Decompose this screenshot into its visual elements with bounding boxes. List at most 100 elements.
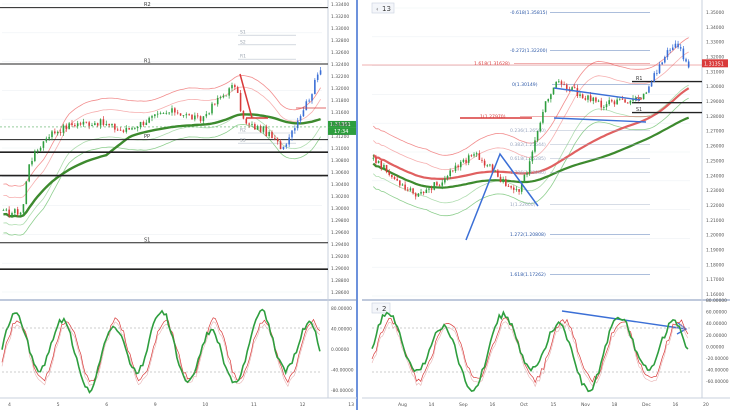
left-candle [239,92,242,111]
right-candle [481,159,483,161]
left-candle [65,125,68,130]
right-price-axis-label: 1.20000 [706,233,724,239]
right-candle [573,87,576,89]
left-candle [76,123,79,127]
left-candle [54,131,56,134]
left-candle [8,209,10,216]
right-candle [626,102,629,104]
left-candle [245,118,248,124]
left-lower-band [3,124,321,236]
right-channel-lines [553,87,647,123]
right-price-axis-label: 1.22000 [706,203,724,209]
right-price-axis-label: 1.19000 [706,247,724,253]
right-price-axis-label: 1.24000 [706,173,724,179]
right-fib-label: 0.382(1.25644) [510,142,546,148]
right-price-axis-label: 1.32000 [706,55,724,61]
right-candle [526,173,528,175]
right-osc-header-box[interactable] [371,302,391,314]
right-candle [682,48,685,60]
left-candle [119,129,122,131]
right-candle [449,170,451,177]
right-candle [502,179,504,183]
left-time-axis-label: 13 [348,402,354,408]
right-candle [491,164,494,172]
right-candle [406,189,409,191]
right-candle [603,107,605,108]
right-price-axis-label: 1.33000 [706,40,724,46]
left-candle [94,123,96,126]
right-osc-main [371,310,689,393]
left-candle [176,112,179,114]
right-price-axis-label: 1.21000 [706,218,724,224]
right-upper-band [373,37,689,156]
left-time-tag-text: 17:34 [334,129,348,135]
left-candle [194,115,196,120]
right-candle [589,95,592,102]
left-candle [251,124,253,125]
left-candle [219,97,222,99]
right-candle [375,157,377,164]
left-candle [114,124,116,130]
left-candle [16,209,19,215]
right-time-axis-label: 14 [429,402,435,408]
left-candle [236,87,239,93]
left-candle [188,114,190,116]
left-osc-axis-label: 0.00000 [331,347,349,353]
right-candle [531,151,534,162]
left-candle [168,112,170,114]
left-candle [11,213,13,216]
right-candle [497,170,499,177]
right-candle [661,62,663,65]
left-time-axis-label: 9 [154,402,157,408]
right-candle [552,87,555,95]
left-candle [99,119,102,126]
right-candle [436,182,438,186]
left-price-axis-label: 1.28800 [331,278,349,284]
oscillator-layer [1,308,690,394]
right-price-axis-label: 1.16000 [706,292,724,298]
left-candle [62,125,65,133]
left-price-tag [328,120,356,128]
right-osc-axis-label: 40.00000 [706,321,727,327]
right-candle [388,172,391,175]
left-candle [242,110,245,119]
right-candle [605,104,608,108]
right-candle [438,185,441,187]
left-osc-signal [1,317,321,384]
grid-layer [2,3,690,297]
right-candle [642,93,645,100]
left-candle [231,85,233,89]
left-faint-label: R2 [240,128,246,134]
right-fib-label: 0.786(1.23980) [510,170,546,176]
right-candle [465,159,467,163]
right-candle [401,184,404,186]
right-candle [433,182,436,190]
left-price-axis-label: 1.33200 [331,14,349,20]
left-osc-axis-label: -80.00000 [331,388,354,394]
right-fib-label: 0.618(1.25285) [510,156,546,162]
left-candle [311,94,313,101]
right-candle [671,47,674,50]
right-price-axis-label: 1.17000 [706,277,724,283]
left-price-axis-label: 1.29000 [331,266,349,272]
left-candle [171,108,173,113]
right-candle [510,186,512,188]
right-candle [420,192,422,194]
right-candle [467,155,470,163]
right-abc-pattern [465,152,539,241]
right-candle [679,47,682,49]
right-price-axis-label: 1.25000 [706,158,724,164]
right-candle [385,165,388,173]
left-price-axis-label: 1.29600 [331,230,349,236]
left-price-axis-label: 1.32200 [331,74,349,80]
right-price-axis-label: 1.18000 [706,262,724,268]
right-candle [470,155,473,157]
right-candle [441,182,444,186]
left-candle [296,120,299,129]
left-candle [319,70,322,75]
left-candle [74,125,76,127]
left-time-axis-label: 6 [105,402,108,408]
right-candle [414,193,417,197]
left-candle [282,146,285,150]
left-candle [2,209,5,211]
